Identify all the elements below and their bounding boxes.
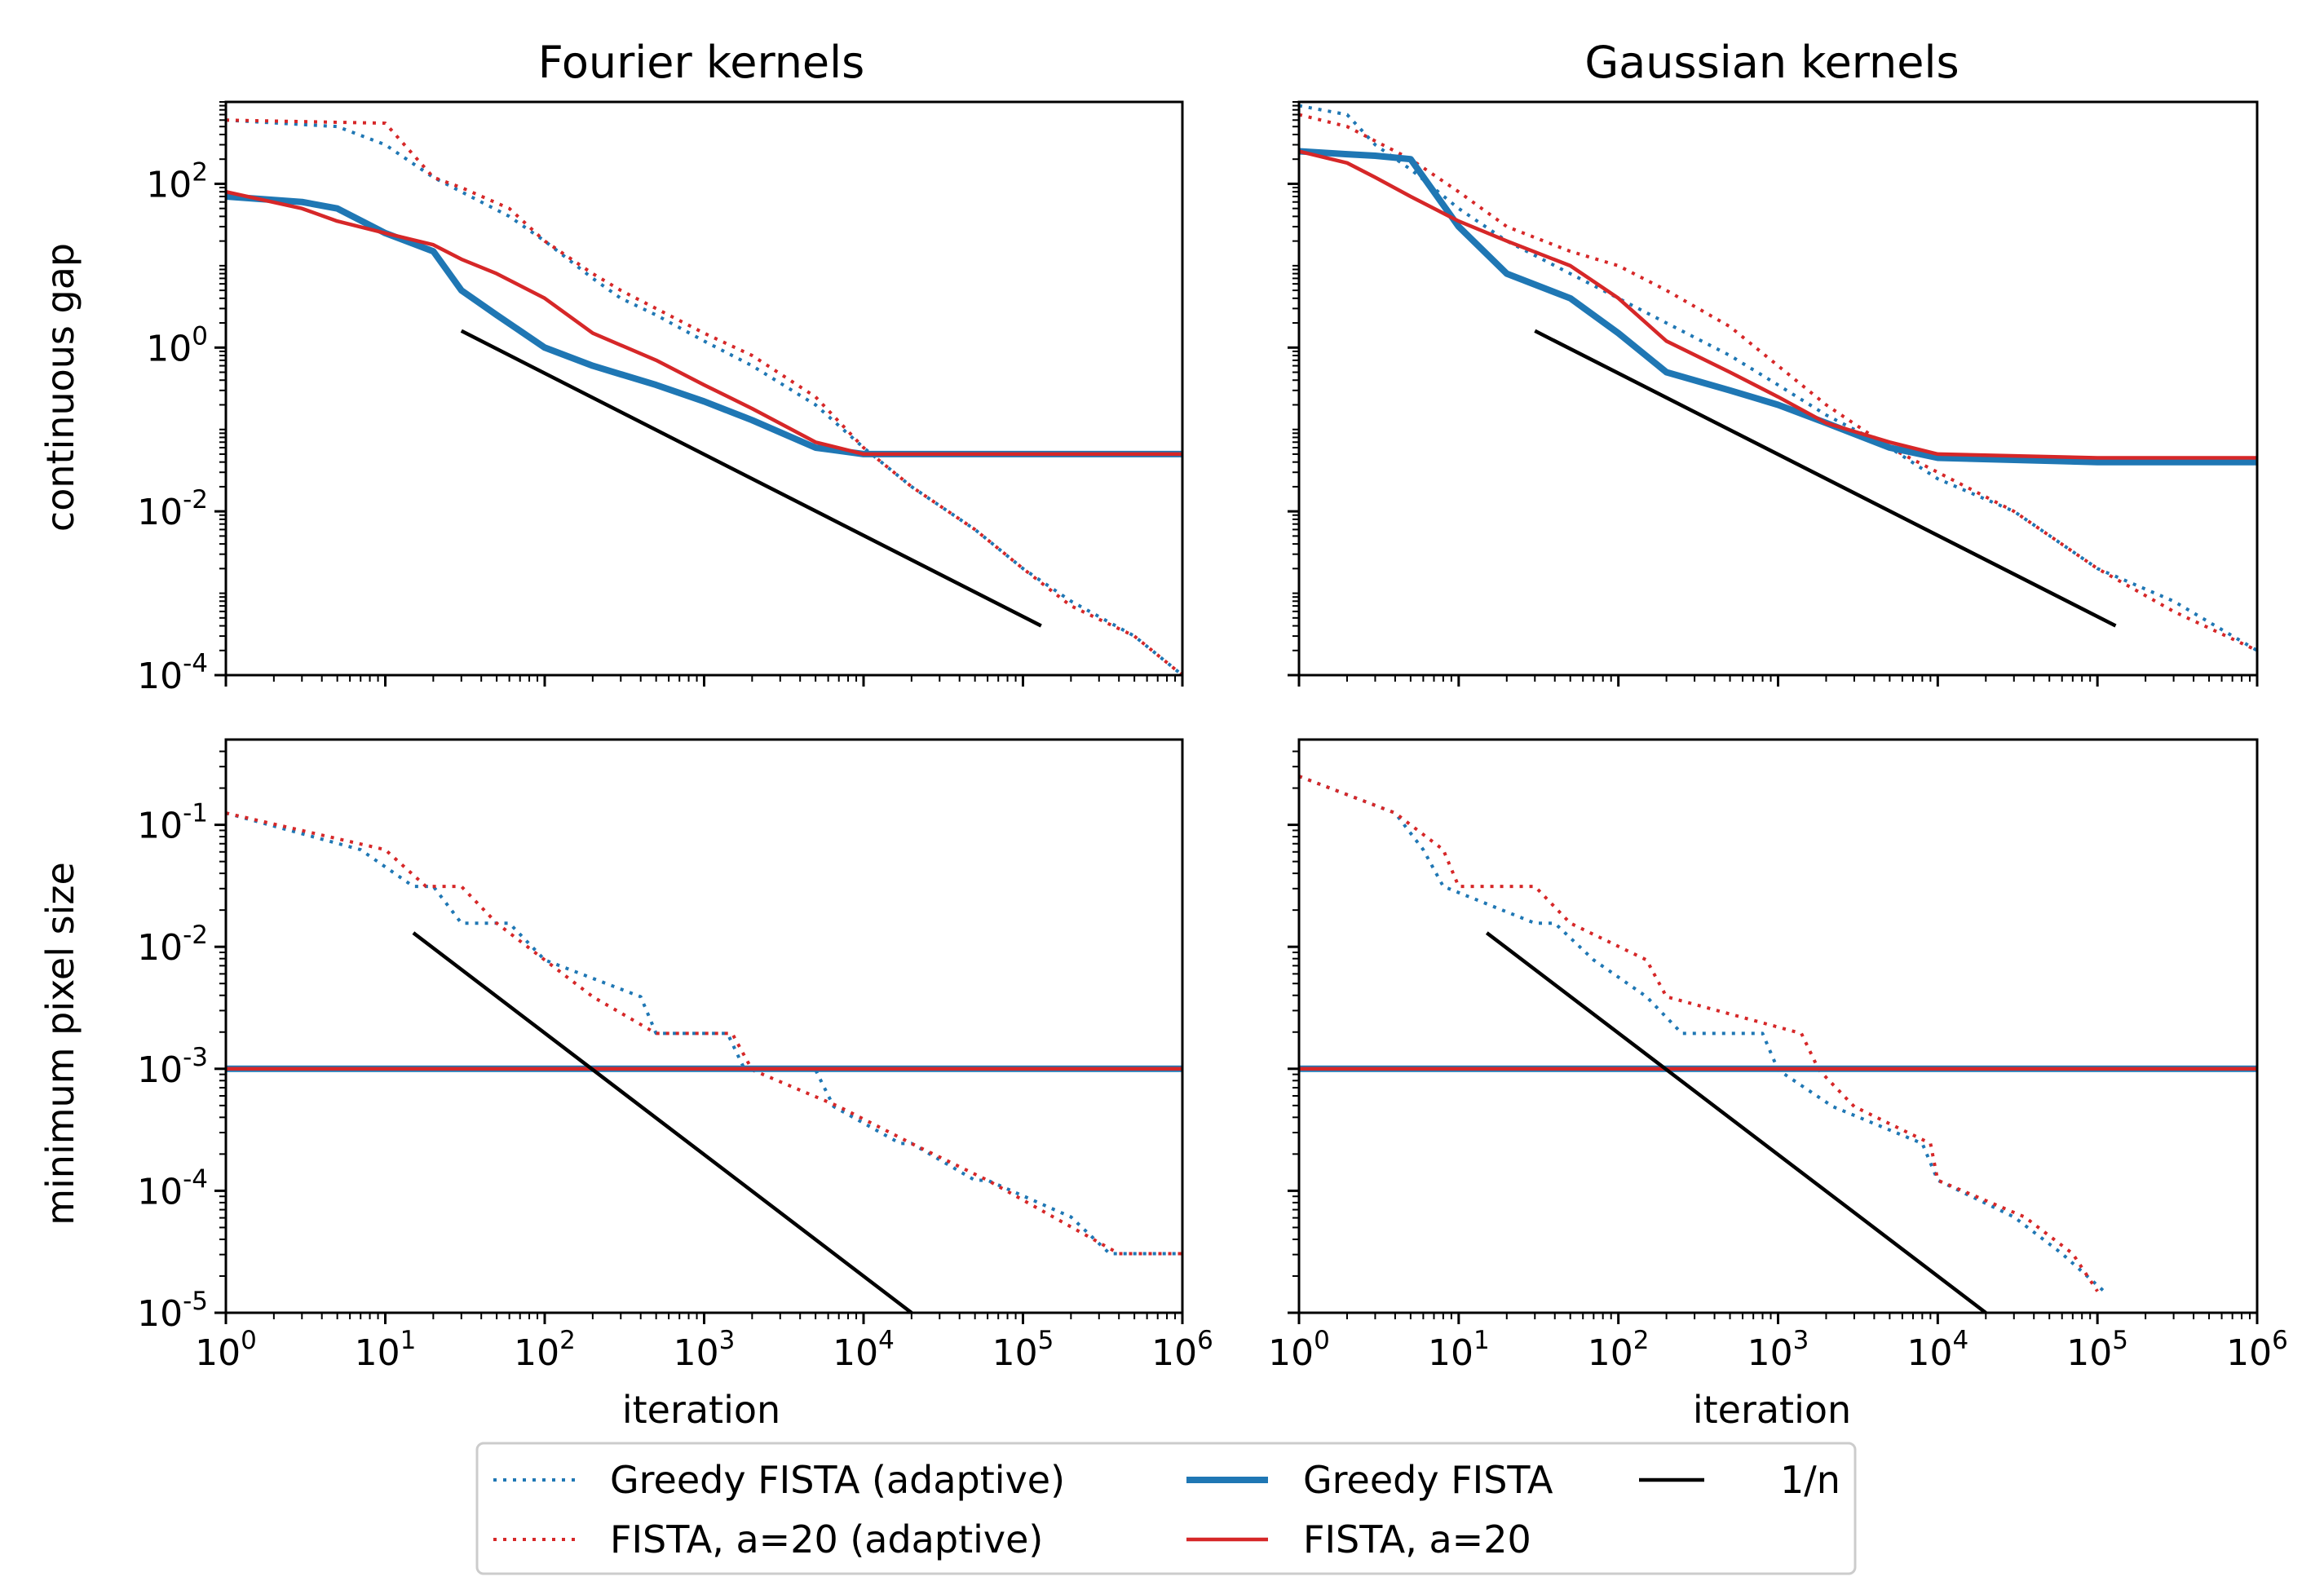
series-line-fista-a-20 xyxy=(226,190,1182,457)
plot-frame xyxy=(1297,738,2259,1314)
y-tick-label: 10-2 xyxy=(137,921,208,969)
series-group xyxy=(226,811,1182,1313)
legend: Greedy FISTA (adaptive) FISTA, a=20 (ada… xyxy=(475,1442,1857,1575)
x-tick-label: 105 xyxy=(2066,1326,2128,1374)
series-line-1-n xyxy=(1534,329,2117,628)
legend-box xyxy=(475,1442,1857,1575)
x-tick-label: 106 xyxy=(1151,1326,1213,1374)
panel-4: 100 101 102 103 104 105 106 xyxy=(1268,738,2288,1374)
series-line-fista-a-20-adaptive xyxy=(1299,113,2257,652)
legend-label-fista-adaptive: FISTA, a=20 (adaptive) xyxy=(610,1517,1043,1561)
y-tick-label: 10-1 xyxy=(137,799,208,847)
legend-label-fista: FISTA, a=20 xyxy=(1303,1517,1531,1561)
x-tick-label: 105 xyxy=(992,1326,1054,1374)
series-line-1-n xyxy=(412,931,913,1313)
x-tick-label: 104 xyxy=(1906,1326,1968,1374)
y-axis-label-min-pixel-size: minimum pixel size xyxy=(38,862,82,1226)
panel-1: 10-4 10-2 100 102 xyxy=(137,100,1184,697)
panel-3: 100 101 102 103 104 105 106 10-5 10-4 10-3 10-2 10-… xyxy=(137,738,1213,1374)
series-line-1-n xyxy=(1485,931,1987,1313)
series-group xyxy=(226,118,1182,675)
x-tick-label: 101 xyxy=(355,1326,417,1374)
legend-label-greedy: Greedy FISTA xyxy=(1303,1458,1553,1502)
x-tick-label: 104 xyxy=(833,1326,895,1374)
panel-title-gaussian: Gaussian kernels xyxy=(1584,37,1959,88)
series-line-1-n xyxy=(460,329,1042,628)
y-tick-label: 100 xyxy=(146,321,208,369)
y-tick-label: 10-5 xyxy=(137,1287,208,1335)
plot-frame xyxy=(1297,100,2259,677)
legend-label-greedy-adaptive: Greedy FISTA (adaptive) xyxy=(610,1458,1065,1502)
x-axis-label-left: iteration xyxy=(622,1388,780,1432)
x-axis-label-right: iteration xyxy=(1693,1388,1851,1432)
y-tick-label: 10-3 xyxy=(137,1043,208,1091)
series-line-greedy-fista-adaptive xyxy=(226,118,1182,675)
series-line-greedy-fista-adaptive xyxy=(226,811,1182,1256)
series-line-fista-a-20 xyxy=(1299,149,2257,460)
plot-frame xyxy=(224,738,1184,1314)
legend-label-one-over-n: 1/n xyxy=(1780,1458,1840,1502)
x-tick-label: 103 xyxy=(1747,1326,1809,1374)
x-tick-label: 103 xyxy=(674,1326,736,1374)
panel-2 xyxy=(1288,100,2259,687)
y-tick-label: 10-2 xyxy=(137,485,208,533)
plot-frame xyxy=(224,100,1184,677)
series-line-greedy-fista xyxy=(226,193,1182,457)
y-tick-label: 102 xyxy=(146,157,208,205)
series-line-fista-a-20-adaptive xyxy=(226,118,1182,675)
series-line-greedy-fista-adaptive xyxy=(1299,104,2257,652)
panel-title-fourier: Fourier kernels xyxy=(538,37,865,88)
series-line-fista-a-20-adaptive xyxy=(1299,775,2099,1292)
x-tick-label: 101 xyxy=(1428,1326,1490,1374)
series-group xyxy=(1299,775,2257,1313)
y-tick-label: 10-4 xyxy=(137,1164,208,1212)
y-tick-label: 10-4 xyxy=(137,649,208,697)
x-tick-label: 102 xyxy=(514,1326,576,1374)
x-tick-label: 100 xyxy=(195,1326,257,1374)
y-axis-label-continuous-gap: continuous gap xyxy=(38,243,82,532)
x-tick-label: 100 xyxy=(1268,1326,1330,1374)
series-line-greedy-fista xyxy=(1299,148,2257,466)
series-line-greedy-fista-adaptive xyxy=(1299,775,2105,1293)
series-group xyxy=(1299,104,2257,652)
x-tick-label: 106 xyxy=(2226,1326,2288,1374)
x-tick-label: 102 xyxy=(1588,1326,1650,1374)
